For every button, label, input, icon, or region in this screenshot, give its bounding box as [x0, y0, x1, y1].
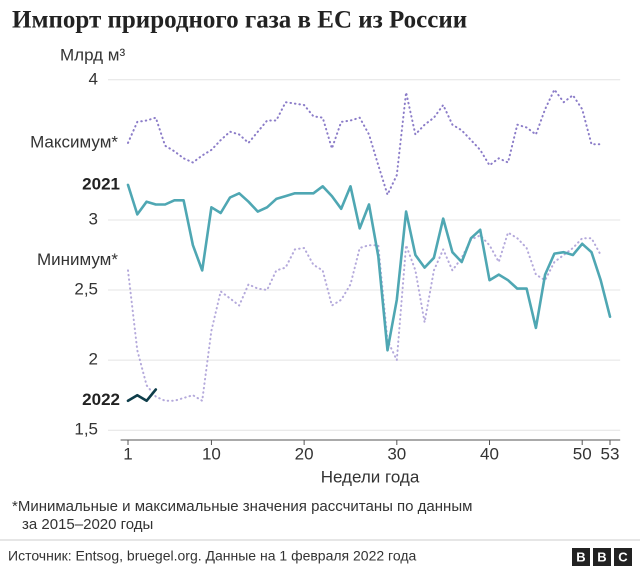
source: Источник: Entsog, bruegel.org. Данные на…	[8, 548, 417, 564]
series-label: 2021	[82, 174, 120, 193]
series-label: Максимум*	[30, 132, 118, 151]
y-tick-label: 1,5	[74, 420, 98, 439]
series-line	[126, 388, 158, 403]
logo-letter: B	[597, 549, 606, 564]
chart-title: Импорт природного газа в ЕС из России	[12, 7, 467, 34]
logo-letter: B	[576, 549, 585, 564]
x-tick-label: 40	[480, 444, 499, 463]
y-tick-label: 3	[89, 209, 98, 228]
x-tick-label: 10	[202, 444, 221, 463]
x-tick-label: 30	[387, 444, 406, 463]
footnote: *Минимальные и максимальные значения рас…	[12, 498, 472, 515]
x-tick-label: 50	[573, 444, 592, 463]
series-label: Минимум*	[37, 250, 118, 269]
logo-letter: C	[618, 549, 628, 564]
y-tick-label: 4	[89, 69, 98, 88]
logo-box	[614, 548, 632, 566]
series-line	[127, 88, 602, 196]
x-tick-label: 53	[601, 444, 620, 463]
y-tick-label: 2	[89, 350, 98, 369]
bbc-logo: B B C	[572, 548, 632, 566]
y-tick-label: 2,5	[74, 280, 98, 299]
series-label: 2022	[82, 390, 120, 409]
y-axis-label: Млрд м³	[60, 45, 125, 64]
series-line	[126, 183, 612, 352]
x-tick-label: 20	[295, 444, 314, 463]
footnote: за 2015–2020 годы	[22, 516, 153, 533]
series-line	[127, 231, 602, 402]
x-tick-label: 1	[123, 444, 132, 463]
x-axis-label: Недели года	[321, 467, 420, 486]
logo-box	[593, 548, 611, 566]
logo-box	[572, 548, 590, 566]
